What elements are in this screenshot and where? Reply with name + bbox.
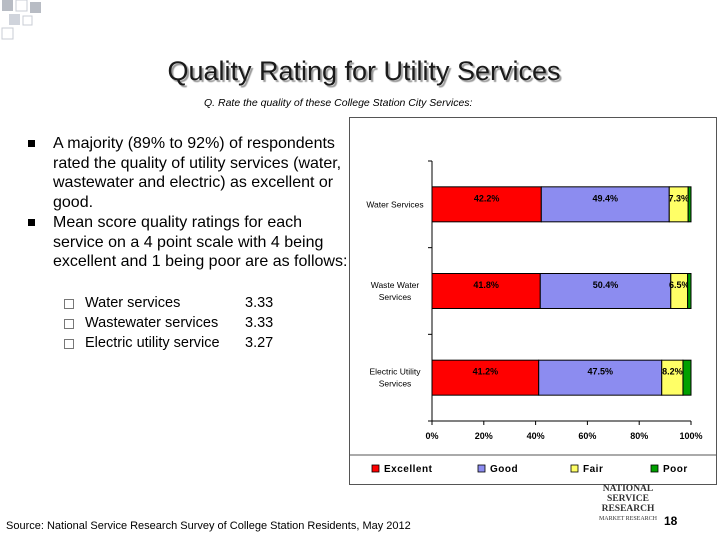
x-tick-label: 100%: [679, 431, 702, 441]
bar-segment: [431, 273, 541, 309]
bar-segment: [668, 186, 689, 223]
stacked-bar-chart: 0% 20% 40% 60% 80% 100% Water Services 42.2% 49.…: [349, 117, 717, 485]
bullet-text: Mean score quality ratings for each serv…: [53, 214, 348, 270]
checkbox-bullet-icon: [64, 319, 74, 329]
data-label: 49.4%: [593, 193, 619, 203]
slide-title: Quality Rating for Utility Services: [167, 56, 561, 86]
legend-swatch: [650, 464, 659, 473]
checkbox-bullet-icon: [64, 299, 74, 309]
x-tick-label: 60%: [578, 431, 596, 441]
bar-segment: [539, 273, 672, 309]
corner-squares-decoration: [1, 0, 41, 40]
legend-swatch: [570, 464, 579, 473]
bar-segment: [540, 186, 670, 223]
mean-score-value: 3.33: [245, 295, 274, 311]
question-subtitle: Q. Rate the quality of these College Sta…: [204, 97, 473, 109]
bar-segment: [687, 186, 692, 223]
x-tick-label: 40%: [527, 431, 545, 441]
data-label: 47.5%: [587, 367, 613, 377]
bar-segment: [538, 359, 663, 396]
category-label: Water Services: [366, 199, 423, 209]
bullet-item: A majority (89% to 92%) of respondents r…: [28, 134, 348, 212]
data-label: 50.4%: [593, 280, 619, 290]
legend-label: Poor: [663, 464, 688, 475]
data-label: 42.2%: [474, 193, 500, 203]
logo-line: MARKET RESEARCH: [598, 516, 658, 522]
logo-line: RESEARCH: [601, 504, 655, 514]
bullet-square-icon: [28, 140, 35, 147]
bullet-item: Mean score quality ratings for each serv…: [28, 213, 348, 272]
category-label: Electric Utility: [369, 367, 421, 377]
source-note: Source: National Service Research Survey…: [6, 520, 411, 532]
legend-swatch: [477, 464, 486, 473]
national-service-research-logo: NATIONAL SERVICE RESEARCH MARKET RESEARC…: [598, 484, 658, 524]
mean-score-list: Water services 3.33 Wastewater services …: [64, 295, 324, 355]
category-label: Waste Water: [371, 280, 420, 290]
bar-segment: [682, 359, 692, 396]
data-label: 41.2%: [473, 367, 499, 377]
legend-label: Fair: [583, 464, 603, 475]
x-tick-label: 80%: [630, 431, 648, 441]
data-label: 6.5%: [669, 280, 690, 290]
bar-segment: [670, 273, 689, 309]
mean-score-label: Wastewater services: [85, 315, 219, 331]
mean-score-label: Water services: [85, 295, 181, 311]
logo-line: SERVICE: [607, 494, 649, 504]
legend-label: Excellent: [384, 464, 433, 475]
bar-segment: [431, 359, 540, 396]
bullet-text: A majority (89% to 92%) of respondents r…: [53, 135, 342, 211]
x-tick-label: 0%: [425, 431, 438, 441]
bullet-list: A majority (89% to 92%) of respondents r…: [28, 134, 348, 273]
logo-line: NATIONAL: [602, 484, 654, 494]
x-tick-label: 20%: [475, 431, 493, 441]
bar-segment: [661, 359, 684, 396]
bullet-square-icon: [28, 219, 35, 226]
checkbox-bullet-icon: [64, 339, 74, 349]
category-label: Services: [379, 379, 412, 389]
chart-svg: 0% 20% 40% 60% 80% 100% Water Services 42.2% 49.…: [350, 160, 716, 475]
mean-score-value: 3.27: [245, 335, 274, 351]
data-label: 7.3%: [668, 193, 689, 203]
mean-score-label: Electric utility service: [85, 335, 220, 351]
mean-score-item: Electric utility service 3.27: [64, 335, 324, 355]
mean-score-value: 3.33: [245, 315, 274, 331]
data-label: 41.8%: [473, 280, 499, 290]
page-number: 18: [664, 514, 678, 528]
mean-score-item: Water services 3.33: [64, 295, 324, 315]
legend-label: Good: [490, 464, 518, 475]
data-label: 8.2%: [662, 367, 683, 377]
mean-score-item: Wastewater services 3.33: [64, 315, 324, 335]
legend-swatch: [371, 464, 380, 473]
bar-segment: [687, 273, 692, 309]
bar-segment: [431, 186, 542, 223]
category-label: Services: [379, 292, 412, 302]
